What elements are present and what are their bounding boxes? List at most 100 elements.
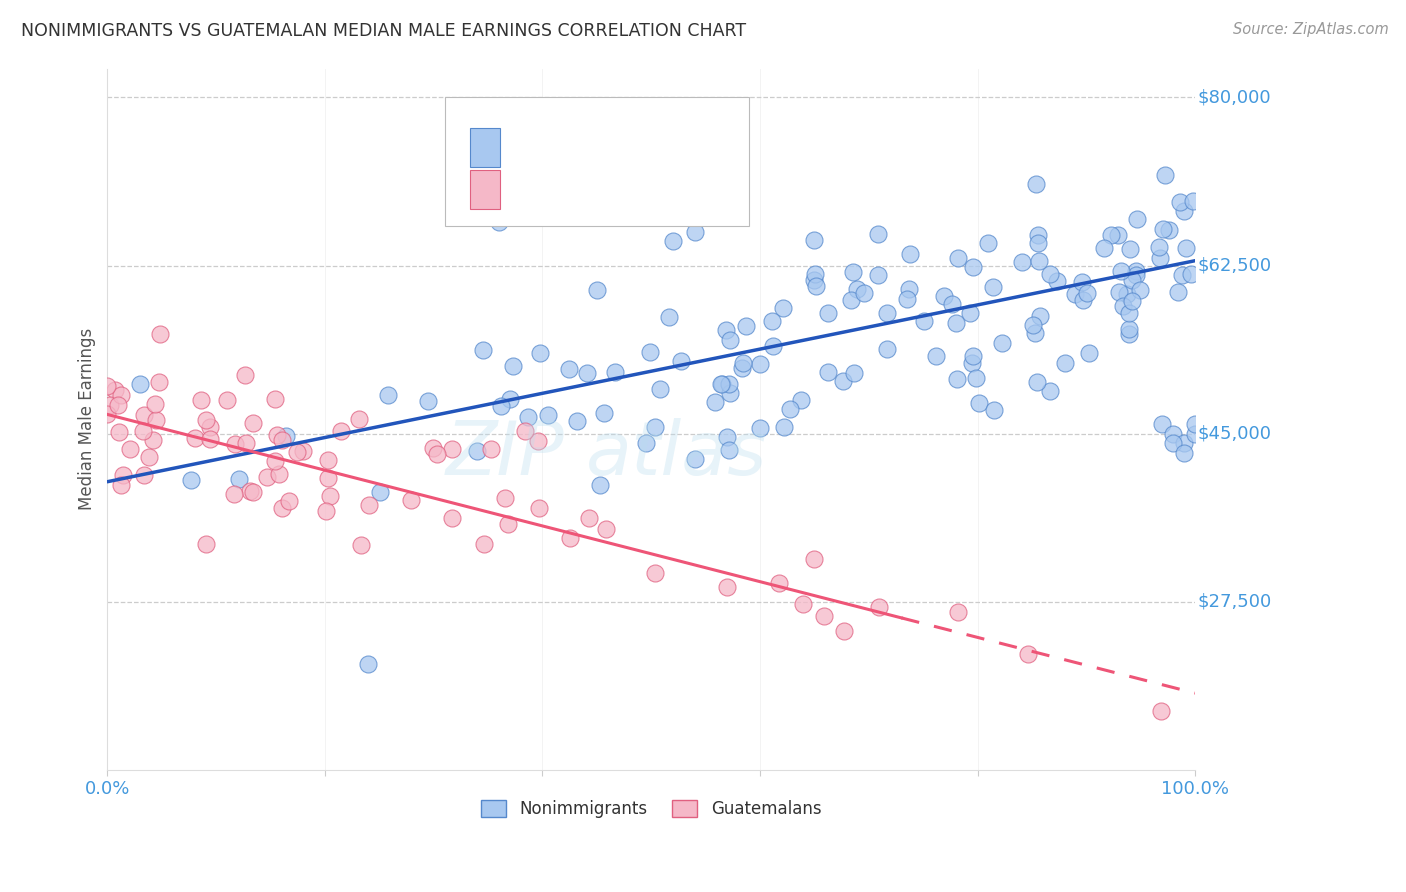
- Nonimmigrants: [1116, 286, 1139, 301]
- Nonimmigrants: [640, 205, 662, 219]
- Guatemalans: [132, 424, 155, 438]
- Nonimmigrants: [803, 233, 825, 247]
- Nonimmigrants: [669, 353, 692, 368]
- Nonimmigrants: [1071, 275, 1094, 289]
- Text: 0.510: 0.510: [572, 138, 627, 156]
- Nonimmigrants: [804, 267, 827, 281]
- Nonimmigrants: [1171, 268, 1194, 282]
- Guatemalans: [527, 434, 550, 449]
- Nonimmigrants: [1024, 326, 1046, 340]
- Guatemalans: [107, 398, 129, 412]
- Text: $62,500: $62,500: [1198, 257, 1271, 275]
- Nonimmigrants: [1173, 204, 1195, 219]
- Nonimmigrants: [841, 264, 863, 278]
- Nonimmigrants: [925, 349, 948, 363]
- Nonimmigrants: [932, 289, 955, 303]
- Nonimmigrants: [803, 273, 825, 287]
- Nonimmigrants: [683, 225, 706, 239]
- Nonimmigrants: [842, 366, 865, 380]
- FancyBboxPatch shape: [444, 96, 749, 227]
- Nonimmigrants: [638, 344, 661, 359]
- Nonimmigrants: [731, 356, 754, 370]
- Guatemalans: [143, 397, 166, 411]
- Guatemalans: [198, 420, 221, 434]
- Guatemalans: [350, 538, 373, 552]
- Nonimmigrants: [1154, 168, 1177, 182]
- Nonimmigrants: [983, 403, 1005, 417]
- Guatemalans: [560, 531, 582, 545]
- Nonimmigrants: [717, 376, 740, 391]
- Nonimmigrants: [1173, 436, 1195, 450]
- Nonimmigrants: [960, 356, 983, 370]
- Nonimmigrants: [900, 247, 922, 261]
- Nonimmigrants: [1107, 227, 1129, 242]
- Guatemalans: [235, 436, 257, 450]
- Nonimmigrants: [1173, 446, 1195, 460]
- Nonimmigrants: [586, 283, 609, 297]
- Text: R =: R =: [520, 138, 557, 156]
- Nonimmigrants: [1039, 384, 1062, 399]
- Nonimmigrants: [749, 421, 772, 435]
- Nonimmigrants: [1118, 322, 1140, 336]
- Guatemalans: [242, 417, 264, 431]
- Nonimmigrants: [962, 349, 984, 363]
- Nonimmigrants: [499, 392, 522, 406]
- Guatemalans: [527, 501, 550, 516]
- Nonimmigrants: [789, 393, 811, 408]
- Guatemalans: [316, 471, 339, 485]
- Nonimmigrants: [502, 359, 524, 373]
- Nonimmigrants: [734, 318, 756, 333]
- Nonimmigrants: [1038, 268, 1060, 282]
- Nonimmigrants: [1028, 254, 1050, 268]
- Text: Source: ZipAtlas.com: Source: ZipAtlas.com: [1233, 22, 1389, 37]
- Nonimmigrants: [1112, 299, 1135, 313]
- Nonimmigrants: [981, 280, 1004, 294]
- Nonimmigrants: [565, 413, 588, 427]
- Guatemalans: [494, 491, 516, 505]
- Text: ZIP: ZIP: [446, 418, 564, 491]
- Guatemalans: [399, 492, 422, 507]
- Nonimmigrants: [1111, 263, 1133, 277]
- Nonimmigrants: [1152, 222, 1174, 236]
- Guatemalans: [441, 442, 464, 457]
- Nonimmigrants: [876, 342, 898, 356]
- Guatemalans: [239, 483, 262, 498]
- Guatemalans: [149, 327, 172, 342]
- Guatemalans: [183, 431, 205, 445]
- Legend: Nonimmigrants, Guatemalans: Nonimmigrants, Guatemalans: [474, 793, 828, 825]
- Guatemalans: [256, 470, 278, 484]
- Nonimmigrants: [1011, 255, 1033, 269]
- Text: $27,500: $27,500: [1198, 593, 1271, 611]
- Nonimmigrants: [1071, 293, 1094, 308]
- Nonimmigrants: [1108, 285, 1130, 299]
- Text: -0.425: -0.425: [572, 180, 634, 199]
- Text: 146: 146: [710, 138, 747, 156]
- Guatemalans: [803, 551, 825, 566]
- Guatemalans: [242, 485, 264, 500]
- Nonimmigrants: [1167, 285, 1189, 299]
- Nonimmigrants: [644, 420, 666, 434]
- Text: $45,000: $45,000: [1198, 425, 1271, 442]
- Nonimmigrants: [1152, 417, 1174, 431]
- Nonimmigrants: [377, 388, 399, 402]
- Nonimmigrants: [718, 443, 741, 458]
- Nonimmigrants: [1121, 273, 1143, 287]
- Nonimmigrants: [817, 365, 839, 379]
- Guatemalans: [222, 486, 245, 500]
- Nonimmigrants: [1029, 309, 1052, 323]
- Text: N =: N =: [661, 138, 700, 156]
- Guatemalans: [110, 388, 132, 402]
- Nonimmigrants: [603, 365, 626, 379]
- Nonimmigrants: [817, 306, 839, 320]
- Nonimmigrants: [662, 235, 685, 249]
- Guatemalans: [278, 494, 301, 508]
- Text: NONIMMIGRANTS VS GUATEMALAN MEDIAN MALE EARNINGS CORRELATION CHART: NONIMMIGRANTS VS GUATEMALAN MEDIAN MALE …: [21, 22, 747, 40]
- Guatemalans: [832, 624, 855, 638]
- Nonimmigrants: [946, 251, 969, 265]
- Nonimmigrants: [704, 394, 727, 409]
- Nonimmigrants: [1180, 267, 1202, 281]
- Guatemalans: [285, 445, 308, 459]
- Text: 72: 72: [710, 180, 740, 199]
- Guatemalans: [134, 409, 156, 423]
- Nonimmigrants: [368, 484, 391, 499]
